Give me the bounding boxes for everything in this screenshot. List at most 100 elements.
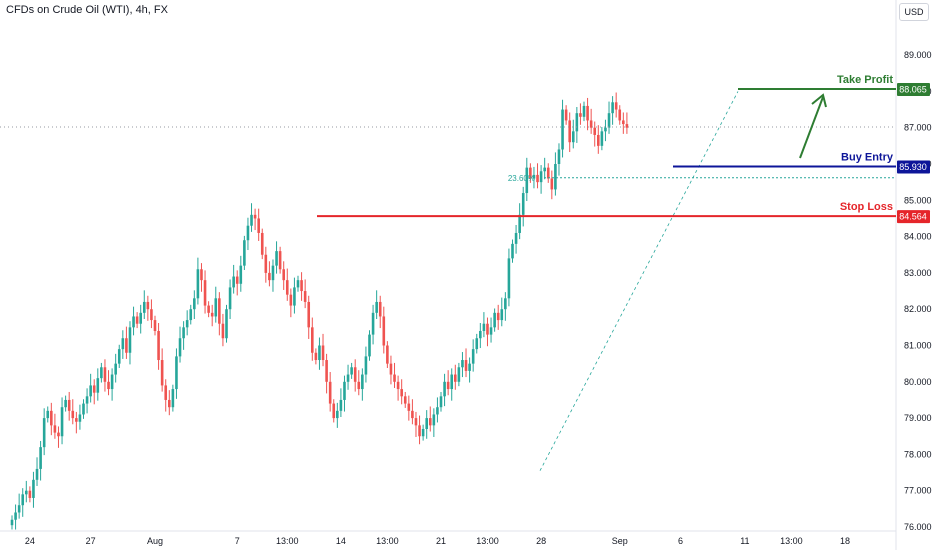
candle-body (196, 269, 200, 299)
candle-body (14, 512, 17, 520)
candle-body (289, 294, 293, 306)
price-axis[interactable]: 76.000 77.000 78.000 79.000 80.000 81.000 82.0… (895, 0, 932, 550)
candle-body (496, 312, 500, 321)
x-tick-label: 28 (536, 536, 546, 546)
candle-body (432, 414, 436, 426)
chart-title: CFDs on Crude Oil (WTI), 4h, FX (6, 4, 168, 16)
candle-body (393, 374, 396, 382)
candle-body (382, 316, 386, 346)
candle-body (386, 345, 389, 364)
candle-body (168, 399, 171, 408)
candle-body (521, 193, 525, 215)
candle-body (332, 403, 336, 419)
candle-body (210, 312, 214, 317)
x-tick-label: 27 (86, 536, 96, 546)
candle-body (353, 367, 357, 382)
candle-body (207, 305, 210, 313)
candle-body (50, 410, 53, 426)
x-tick-label: 24 (25, 536, 35, 546)
candle-body (546, 167, 550, 179)
candle-body (507, 258, 511, 299)
price-tag-value: 88.065 (899, 85, 927, 95)
y-tick-label: 76.000 (904, 522, 932, 532)
candle-body (75, 418, 78, 422)
candle-body (218, 298, 221, 324)
candle-body (89, 385, 92, 397)
candle-body (257, 218, 260, 233)
candle-body (368, 334, 371, 357)
candle-body (107, 381, 110, 390)
candle-body (611, 102, 614, 114)
candle-body (371, 312, 375, 335)
x-tick-label: 14 (336, 536, 346, 546)
candle-body (100, 367, 103, 379)
candle-body (428, 418, 432, 426)
candle-body (454, 374, 457, 382)
candle-body (82, 403, 85, 415)
y-tick-label: 87.000 (904, 123, 932, 133)
candle-body (571, 131, 575, 143)
candle-body (275, 251, 278, 266)
candle-body (232, 276, 235, 288)
level-label: Buy Entry (841, 152, 894, 164)
price-tag-value: 84.564 (899, 212, 927, 222)
candle-body (582, 105, 586, 117)
candle-body (411, 410, 414, 419)
candle-body (85, 396, 89, 404)
currency-button[interactable]: USD (899, 3, 929, 21)
candle-body (336, 410, 339, 419)
candle-body (92, 385, 96, 393)
candle-body (117, 349, 121, 364)
candle-body (464, 360, 468, 371)
candle-body (307, 301, 311, 328)
candle-body (461, 360, 464, 368)
candle-body (378, 301, 382, 317)
y-tick-label: 82.000 (904, 304, 932, 314)
candle-body (554, 164, 557, 190)
candle-body (321, 345, 325, 361)
candle-body (389, 363, 393, 375)
candle-body (225, 309, 228, 339)
candle-body (421, 428, 425, 437)
candle-body (78, 414, 82, 422)
time-axis[interactable]: 24 27 Aug 7 13:00 14 13:00 21 13:00 28 Sep 6 11 13:00… (0, 530, 896, 546)
y-tick-label: 83.000 (904, 268, 932, 278)
x-tick-label: 13:00 (276, 536, 299, 546)
candle-body (60, 407, 64, 437)
candle-body (486, 323, 489, 335)
candle-body (10, 519, 14, 526)
candle-body (160, 360, 164, 386)
chart-overlays: 23.60% Take Profit 88.065 Buy Entry 85.930 St… (0, 74, 930, 471)
candle-body (536, 174, 539, 183)
x-tick-label: 13:00 (476, 536, 499, 546)
level-label: Take Profit (837, 74, 893, 86)
candle-body (35, 468, 39, 480)
candle-body (493, 312, 496, 328)
candle-body (42, 418, 46, 448)
candle-body (325, 360, 328, 382)
candle-body (543, 167, 546, 172)
candle-body (346, 374, 350, 382)
candle-body (339, 399, 343, 411)
candle-body (243, 240, 246, 266)
candle-body (446, 381, 450, 390)
candle-body (200, 269, 203, 281)
candle-body (121, 338, 125, 350)
candle-body (128, 327, 132, 353)
candle-body (246, 225, 250, 241)
candle-body (443, 381, 446, 397)
candle-body (586, 105, 589, 121)
candle-body (164, 385, 168, 400)
candle-body (471, 349, 475, 364)
candle-body (403, 396, 407, 404)
candle-body (235, 276, 239, 284)
candle-body (21, 494, 25, 506)
candle-body (529, 167, 532, 179)
candle-body (139, 312, 142, 324)
candle-body (285, 280, 289, 295)
candle-body (132, 316, 135, 328)
candle-body (150, 309, 153, 321)
candle-body (203, 280, 207, 306)
candle-body (532, 174, 536, 179)
